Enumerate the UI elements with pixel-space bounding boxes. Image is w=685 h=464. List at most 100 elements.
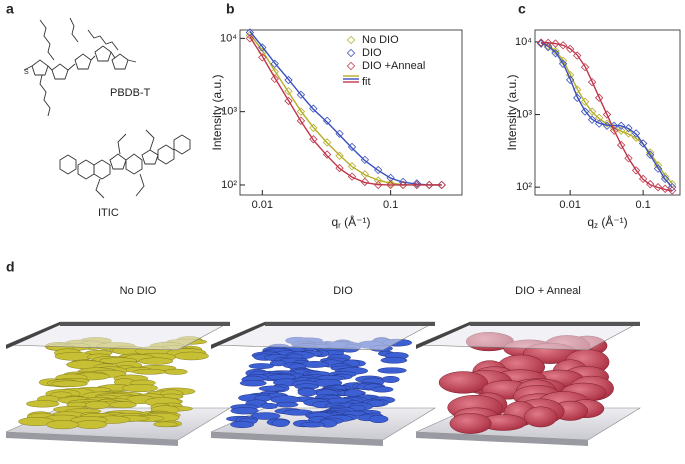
x-tick-label: 0.1	[383, 199, 398, 211]
data-point	[580, 62, 590, 72]
domain	[109, 401, 137, 409]
domain	[132, 369, 166, 375]
fit-line	[249, 30, 442, 186]
plot-frame	[534, 29, 681, 196]
data-point	[624, 154, 633, 163]
fit-line	[541, 41, 673, 192]
data-point	[638, 174, 648, 184]
data-point	[258, 53, 267, 62]
domain	[258, 385, 286, 392]
data-point	[245, 34, 255, 43]
data-point	[335, 129, 344, 138]
domain	[380, 357, 408, 364]
x-axis-label-part: r	[338, 221, 341, 230]
legend-label: DIO +Anneal	[362, 60, 425, 72]
domain	[174, 351, 209, 361]
data-point	[668, 186, 677, 195]
data-point	[660, 174, 670, 184]
legend-label: fit	[362, 76, 371, 88]
domain	[248, 363, 275, 369]
data-point	[668, 179, 677, 189]
panel-label: c	[518, 1, 526, 17]
panel-label: b	[226, 1, 235, 17]
domain	[371, 386, 394, 393]
data-point	[270, 59, 279, 68]
data-point	[646, 150, 655, 159]
top-plate-edge	[60, 322, 230, 326]
top-plate-edge	[470, 322, 640, 326]
y-axis-label: Intensity (a.u.)	[505, 74, 519, 150]
domain	[230, 407, 259, 415]
data-point	[536, 38, 546, 47]
data-point	[638, 139, 648, 148]
itic-structure	[59, 129, 191, 199]
legend-marker	[346, 48, 356, 58]
domain	[438, 371, 488, 394]
data-point	[602, 110, 612, 119]
data-point	[616, 121, 626, 130]
fit-line	[540, 42, 673, 188]
data-point	[573, 85, 582, 94]
data-point	[653, 164, 663, 173]
schematic-title: No DIO	[120, 285, 157, 297]
top-plate-edge	[211, 322, 265, 349]
domain	[300, 421, 325, 428]
schematic-title: DIO + Anneal	[515, 285, 581, 297]
domain	[449, 413, 492, 434]
data-point	[580, 107, 590, 116]
data-point	[595, 93, 604, 102]
data-point	[284, 96, 293, 106]
data-point	[296, 116, 306, 125]
data-point	[284, 87, 293, 96]
top-plate	[5, 321, 231, 351]
data-point	[544, 38, 553, 48]
data-point	[580, 97, 590, 106]
data-point	[412, 180, 421, 190]
data-point	[322, 116, 332, 125]
data-point	[660, 184, 670, 193]
domain	[50, 380, 88, 387]
panel-label: a	[6, 1, 14, 17]
data-point	[309, 123, 318, 133]
legend-label: No DIO	[362, 34, 399, 46]
bottom-plate-edge	[211, 432, 383, 446]
domain	[85, 400, 110, 410]
schematic-title: DIO	[333, 285, 353, 297]
x-axis-label-part: (Å⁻¹)	[598, 214, 628, 229]
bottom-plate-edge	[6, 432, 178, 446]
data-point	[412, 179, 421, 188]
domain	[138, 357, 174, 365]
domain	[250, 412, 281, 420]
data-point	[551, 49, 560, 58]
data-point	[587, 115, 597, 124]
legend-label: DIO	[362, 47, 382, 59]
y-tick-label: 10³	[221, 106, 237, 118]
x-tick-label: 0.01	[252, 199, 273, 211]
data-point	[573, 93, 582, 102]
panel-label: d	[6, 259, 15, 275]
data-point	[616, 140, 626, 150]
data-point	[386, 180, 395, 190]
top-plate-edge	[6, 322, 60, 349]
data-point	[258, 43, 267, 52]
domain	[230, 421, 255, 429]
fit-line	[249, 33, 442, 186]
domain	[523, 406, 558, 428]
x-tick-label: 0.01	[559, 199, 580, 211]
plot-frame	[239, 29, 463, 196]
x-axis-label-part: q	[587, 215, 594, 229]
svg-text:S: S	[24, 69, 29, 76]
data-point	[624, 123, 633, 133]
domain	[377, 367, 407, 374]
schematics	[5, 321, 642, 446]
domain	[121, 383, 158, 393]
data-point	[245, 28, 255, 37]
y-tick-label: 10³	[516, 108, 532, 120]
domain	[368, 415, 389, 424]
x-axis-label: qr (Å⁻¹)	[331, 214, 370, 230]
bottom-plate-edge	[416, 432, 588, 446]
fit-line	[249, 36, 442, 186]
data-point	[296, 107, 306, 116]
data-point	[335, 151, 344, 160]
y-tick-label: 10²	[516, 181, 532, 193]
